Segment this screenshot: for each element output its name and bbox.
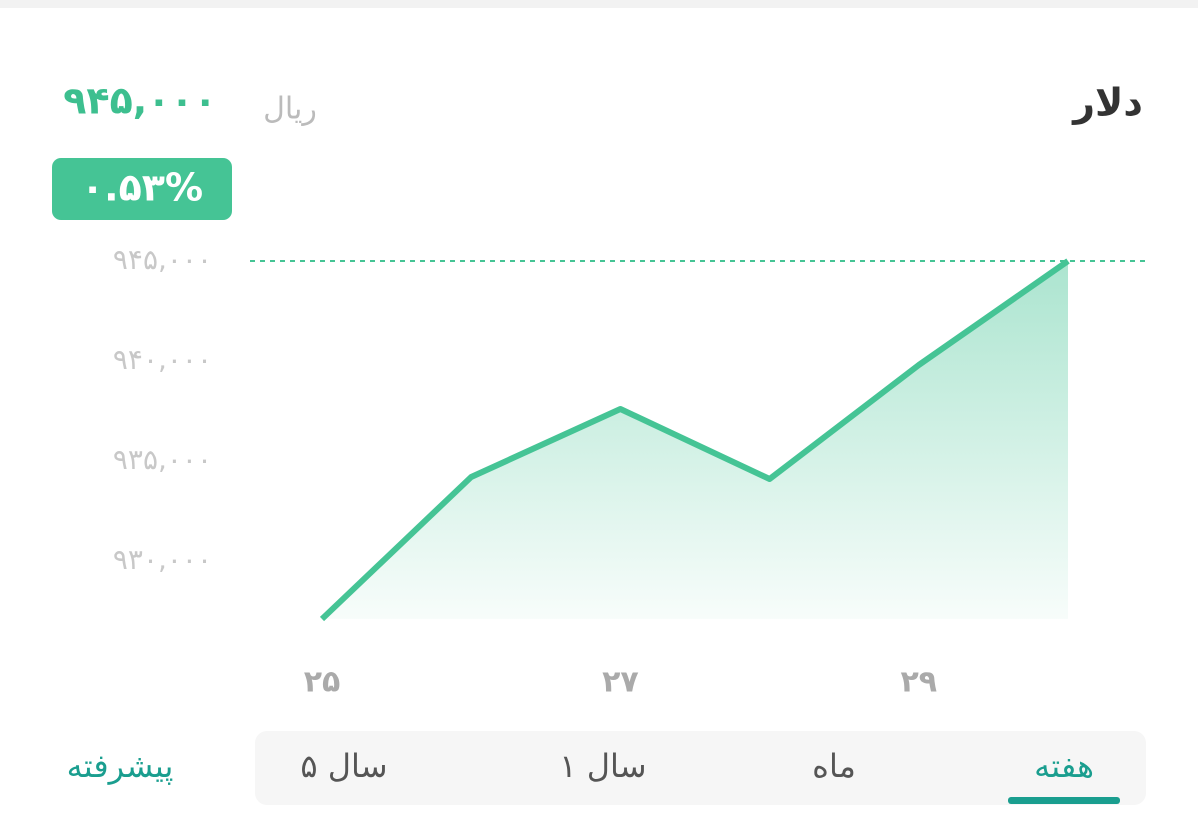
y-tick-label: ۹۳۵,۰۰۰ [113, 443, 212, 476]
top-bar [0, 0, 1198, 8]
change: ۰.۵۳% [81, 166, 203, 210]
y-tick-label: ۹۳۰,۰۰۰ [113, 543, 212, 576]
tabs: هفته ماه سال ۱ سال ۵ [300, 747, 1120, 804]
change-badge [52, 158, 232, 220]
advanced-link[interactable]: پیشرفته [67, 747, 174, 785]
price: ۹۴۵,۰۰۰ [63, 79, 217, 123]
tab[interactable]: سال ۵ [300, 747, 387, 785]
tab[interactable]: سال ۱ [559, 747, 646, 785]
x-tick-label: ۲۷ [602, 665, 639, 700]
asset-title: دلار [1071, 81, 1143, 125]
tab[interactable]: ماه [812, 747, 856, 785]
area-fill [322, 261, 1068, 619]
unit: ریال [263, 92, 317, 127]
tab-bar [255, 731, 1146, 805]
tab[interactable]: هفته [1034, 747, 1094, 785]
y-tick-label: ۹۴۰,۰۰۰ [113, 343, 212, 376]
chart: ۹۳۰,۰۰۰ ۹۳۵,۰۰۰ ۹۴۰,۰۰۰ ۹۴۵,۰۰۰ ۲۵ ۲۷ ۲۹ [113, 243, 1145, 700]
x-tick-label: ۲۹ [900, 665, 937, 700]
x-tick-label: ۲۵ [304, 665, 341, 700]
y-tick-label: ۹۴۵,۰۰۰ [113, 243, 212, 276]
tab-indicator [1008, 797, 1120, 804]
price-line [319, 258, 1070, 622]
